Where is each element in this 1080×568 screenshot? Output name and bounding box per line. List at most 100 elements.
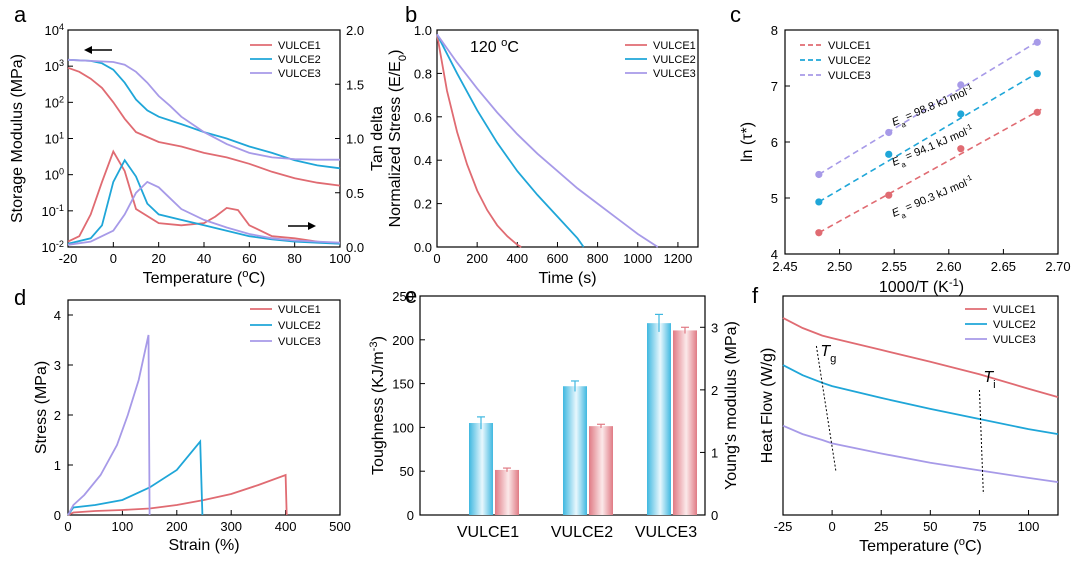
plot-frame xyxy=(784,29,1059,255)
y-tick-label: 100 xyxy=(44,167,64,183)
panel-b: 0 200 400 600 800 1000 12000.00.20.40.60.81.0V… xyxy=(387,2,699,287)
x-tick-label: 20 xyxy=(151,251,165,266)
stress-strain-line-1 xyxy=(67,473,288,516)
data-point-2 xyxy=(815,198,823,206)
modulus-line-2 xyxy=(67,58,341,170)
y-tick-label-part: 0.8 xyxy=(414,66,432,81)
x-tick-label-part: 800 xyxy=(587,251,609,266)
y-tick-label-part: 6 xyxy=(771,135,778,150)
legend-b-label-3-part: VULCE3 xyxy=(653,68,696,80)
panel-label-c: c xyxy=(730,2,741,27)
legend-d-label-3-part: VULCE3 xyxy=(278,336,321,348)
y2-tick-label-part: 1.5 xyxy=(346,77,364,92)
y-tick-label-part: 10 xyxy=(41,204,55,219)
ti-annotation: Ti xyxy=(983,369,995,391)
x-tick-label: 0 xyxy=(110,251,117,266)
x-tick-label-part: 80 xyxy=(287,251,301,266)
y-tick-label: 0 xyxy=(54,508,61,523)
legend-d-label-2-part: VULCE2 xyxy=(278,320,321,332)
y2-tick-label-part: 3 xyxy=(711,320,718,335)
panel-c: 2.45 2.50 2.55 2.60 2.65 2.70 4 5 6 7 8 Ea = 90.3 k… xyxy=(730,2,1071,296)
y-axis-title-part: Stress (MPa) xyxy=(33,361,50,454)
tan-delta-line-2 xyxy=(67,158,341,245)
x-axis-title-part: o xyxy=(959,536,965,548)
x-tick-label: -20 xyxy=(59,251,78,266)
y-tick-label-part: 8 xyxy=(771,23,778,38)
y2-axis-title-part: Tan delta xyxy=(369,106,386,171)
right-arrow-head-icon xyxy=(308,222,316,230)
y2-tick-label-part: 2 xyxy=(711,383,718,398)
x-tick-label: 100 xyxy=(112,519,134,534)
category-label: VULCE3 xyxy=(635,524,697,541)
x-tick-label-part: -20 xyxy=(59,251,78,266)
legend-c-label-2: VULCE2 xyxy=(828,55,871,67)
relaxation-line-1 xyxy=(436,34,522,248)
y-tick-label-part: 3 xyxy=(59,58,64,68)
legend-b-label-2: VULCE2 xyxy=(653,54,696,66)
y-tick-label: 0.8 xyxy=(414,66,432,81)
y-axis-title-part: Normalized Stress (E/E xyxy=(387,61,404,227)
activation-energy-label-1: Ea = 90.3 kJ mol-1 xyxy=(889,172,976,223)
data-point-2 xyxy=(885,150,893,158)
x-tick-label: 800 xyxy=(587,251,609,266)
panel-label-d: d xyxy=(14,285,26,310)
y-tick-label-part: 0.6 xyxy=(414,110,432,125)
data-point-1 xyxy=(815,229,823,237)
y2-tick-label: 1.0 xyxy=(346,132,364,147)
y-tick-label-part: 10 xyxy=(44,23,58,38)
data-point-3 xyxy=(1033,38,1041,46)
y-tick-label: 1 xyxy=(54,458,61,473)
y-axis-title: Normalized Stress (E/E0) xyxy=(387,50,409,228)
legend-c-label-3: VULCE3 xyxy=(828,70,871,82)
x-tick-label-part: 1000 xyxy=(623,251,652,266)
x-tick-label: 2.65 xyxy=(991,259,1016,274)
x-tick-label: 0 xyxy=(64,519,71,534)
x-axis-title: Temperature (oC) xyxy=(859,536,982,555)
data-point-3 xyxy=(815,170,823,179)
y-tick-label: 0.4 xyxy=(414,153,432,168)
y-tick-label-part: 3 xyxy=(54,358,61,373)
y-tick-label-part: 10 xyxy=(44,59,58,74)
y-tick-label: 6 xyxy=(771,135,778,150)
y-axis-title: ln (τ*) xyxy=(739,122,756,162)
data-point-2 xyxy=(957,110,965,118)
tan-delta-line-3 xyxy=(67,180,341,246)
y-axis-title-part: ) xyxy=(370,336,387,341)
x-tick-label: 75 xyxy=(972,519,986,534)
category-label-part: VULCE1 xyxy=(457,524,519,541)
stress-strain-line-2 xyxy=(67,439,204,516)
y-tick-label-part: 1 xyxy=(54,458,61,473)
legend-a-label-3-part: VULCE3 xyxy=(278,68,321,80)
x-axis-title-part: Time (s) xyxy=(538,270,596,287)
legend-d-label-3: VULCE3 xyxy=(278,336,321,348)
fit-line-2 xyxy=(818,69,1042,203)
y-tick-label: 0.6 xyxy=(414,110,432,125)
ti-annotation-part: i xyxy=(993,379,996,391)
x-tick-label-part: 100 xyxy=(1018,519,1040,534)
x-tick-label-part: 2.60 xyxy=(936,259,961,274)
y-axis-title-part: 0 xyxy=(397,55,409,61)
legend-f-label-3: VULCE3 xyxy=(993,334,1036,346)
x-tick-label: 2.60 xyxy=(936,259,961,274)
panel-label-e-part: e xyxy=(405,283,417,308)
x-tick-label: 400 xyxy=(275,519,297,534)
x-tick-label-part: 600 xyxy=(547,251,569,266)
panel-label-f: f xyxy=(752,283,759,308)
y2-tick-label: 0 xyxy=(711,508,718,523)
x-tick-label: 0 xyxy=(828,519,835,534)
fit-line-1 xyxy=(818,108,1042,234)
plot-frame xyxy=(67,299,341,516)
y2-tick-label: 1 xyxy=(711,445,718,460)
x-tick-label-part: 2.55 xyxy=(882,259,907,274)
heat-flow-line-3 xyxy=(782,424,1059,483)
x-tick-label: 200 xyxy=(166,519,188,534)
y-tick-label-part: 0 xyxy=(407,508,414,523)
x-tick-label: 300 xyxy=(220,519,242,534)
y-tick-label: 1.0 xyxy=(414,23,432,38)
x-tick-label: 100 xyxy=(329,251,351,266)
y-tick-label-part: 250 xyxy=(392,289,414,304)
legend-b-label-3: VULCE3 xyxy=(653,68,696,80)
y-tick-label-part: 200 xyxy=(392,333,414,348)
legend-a-label-2-part: VULCE2 xyxy=(278,54,321,66)
y-axis-title: Heat Flow (W/g) xyxy=(759,348,776,464)
